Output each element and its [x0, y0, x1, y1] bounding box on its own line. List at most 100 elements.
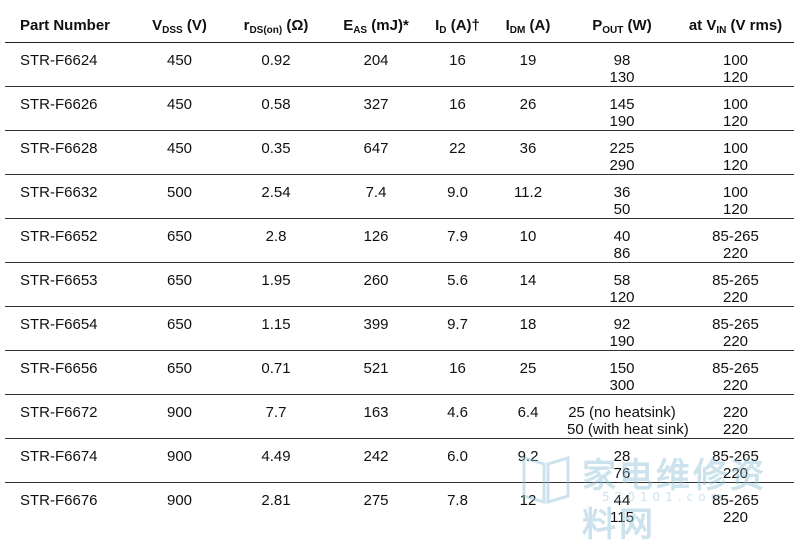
cell-pout: 145 190 — [567, 86, 677, 131]
cell-pout-line: 50 — [613, 201, 631, 218]
cell-eas: 126 — [326, 218, 426, 263]
cell-id: 22 — [426, 130, 489, 175]
table-row: STR-F6652 650 2.8 126 7.9 10 40 86 85-265 220 — [5, 218, 794, 263]
cell-part-number: STR-F6672 — [5, 394, 133, 439]
table-row: STR-F6653 650 1.95 260 5.6 14 58 120 85-265 220 — [5, 262, 794, 307]
cell-eas: 327 — [326, 86, 426, 131]
cell-id: 16 — [426, 86, 489, 131]
cell-pout: 98 130 — [567, 42, 677, 87]
cell-pout: 25 (no heatsink) 50 (with heat sink) — [567, 394, 689, 439]
cell-eas: 7.4 — [326, 174, 426, 219]
cell-vin-line: 100 — [722, 52, 749, 69]
cell-id: 6.0 — [426, 438, 489, 483]
cell-rds-on: 0.92 — [226, 42, 326, 87]
cell-idm: 10 — [489, 218, 567, 263]
cell-rds-on: 0.58 — [226, 86, 326, 131]
cell-vin-line: 120 — [722, 157, 749, 174]
cell-eas: 399 — [326, 306, 426, 351]
cell-part-number: STR-F6656 — [5, 350, 133, 395]
cell-vin-line: 85-265 — [712, 316, 759, 333]
cell-idm: 12 — [519, 492, 537, 509]
cell-pout-line: 150 — [609, 360, 635, 377]
cell-part-number: STR-F6674 — [5, 438, 133, 483]
cell-eas: 647 — [326, 130, 426, 175]
spec-table: Part Number VDSS (V) rDS(on) (Ω) EAS (mJ… — [5, 8, 794, 526]
cell-idm: 6.4 — [489, 394, 567, 439]
cell-pout: 40 86 — [567, 218, 677, 263]
cell-part-number: STR-F6628 — [5, 130, 133, 175]
table-row: STR-F6626 450 0.58 327 16 26 145 190 100 120 — [5, 86, 794, 131]
cell-pout-line: 25 (no heatsink) — [568, 404, 676, 421]
table-row: STR-F6656 650 0.71 521 16 25 150 300 85-265 220 — [5, 350, 794, 395]
header-rds-on: rDS(on) (Ω) — [226, 8, 326, 43]
cell-vdss: 450 — [133, 86, 226, 131]
cell-id: 16 — [426, 42, 489, 87]
cell-vin: 85-265 220 — [677, 262, 794, 307]
cell-pout-line: 145 — [609, 96, 635, 113]
cell-pout-line: 225 — [609, 140, 635, 157]
cell-vdss: 650 — [133, 218, 226, 263]
cell-id: 7.9 — [426, 218, 489, 263]
cell-vin: 85-265 220 — [677, 438, 794, 483]
cell-vin: 85-265 220 — [677, 218, 794, 263]
table-row: STR-F6676 900 2.81 275 7.8 12 44 115 85-265 220 — [5, 483, 794, 526]
cell-eas: 242 — [326, 438, 426, 483]
cell-pout-line: 44 — [613, 492, 631, 509]
cell-pout: 36 50 — [567, 174, 677, 219]
cell-rds-on: 2.54 — [226, 174, 326, 219]
cell-pout-line: 40 — [613, 228, 631, 245]
cell-vin: 85-265 220 — [677, 483, 794, 526]
cell-id: 16 — [426, 350, 489, 395]
cell-vin-line: 100 — [722, 96, 749, 113]
table-row: STR-F6624 450 0.92 204 16 19 98 130 100 120 — [5, 42, 794, 87]
header-vin: at VIN (V rms) — [677, 8, 794, 43]
cell-eas: 260 — [326, 262, 426, 307]
cell-pout: 150 300 — [567, 350, 677, 395]
cell-vdss: 650 — [133, 262, 226, 307]
cell-vin-line: 85-265 — [712, 228, 759, 245]
cell-vdss: 650 — [133, 306, 226, 351]
cell-pout-line: 92 — [613, 316, 631, 333]
table-row: STR-F6628 450 0.35 647 22 36 225 290 100 120 — [5, 130, 794, 175]
cell-part-number: STR-F6624 — [5, 42, 133, 87]
cell-vin-line: 220 — [722, 333, 749, 350]
cell-pout: 44 115 — [567, 483, 677, 526]
cell-part-number: STR-F6654 — [5, 306, 133, 351]
cell-part-number: STR-F6626 — [5, 86, 133, 131]
cell-vdss: 900 — [133, 438, 226, 483]
cell-part-number: STR-F6676 — [20, 492, 98, 509]
table-row: STR-F6674 900 4.49 242 6.0 9.2 28 76 85-265 220 — [5, 438, 794, 483]
cell-vin-line: 85-265 — [712, 272, 759, 289]
cell-vin-line: 120 — [722, 201, 749, 218]
cell-pout-line: 290 — [609, 157, 635, 174]
cell-pout-line: 115 — [610, 509, 634, 526]
table-row: STR-F6672 900 7.7 163 4.6 6.4 25 (no heatsink)… — [5, 394, 794, 439]
cell-idm: 11.2 — [489, 174, 567, 219]
cell-vin: 100 120 — [677, 174, 794, 219]
cell-pout-line: 28 — [613, 448, 631, 465]
cell-rds-on: 1.95 — [226, 262, 326, 307]
cell-pout-line: 190 — [609, 333, 635, 350]
cell-rds-on: 1.15 — [226, 306, 326, 351]
cell-vin: 85-265 220 — [677, 350, 794, 395]
cell-eas: 163 — [326, 394, 426, 439]
cell-rds-on: 2.81 — [261, 492, 291, 509]
cell-id: 7.8 — [447, 492, 468, 509]
cell-eas: 204 — [326, 42, 426, 87]
cell-vin-line: 220 — [722, 404, 749, 421]
cell-vin-line: 220 — [722, 509, 749, 526]
header-id: ID (A)† — [426, 8, 489, 43]
header-idm: IDM (A) — [489, 8, 567, 43]
cell-vin-line: 85-265 — [712, 492, 759, 509]
cell-rds-on: 0.71 — [226, 350, 326, 395]
cell-vin-line: 100 — [722, 140, 749, 157]
cell-pout-line: 130 — [609, 69, 635, 86]
cell-vin: 85-265 220 — [677, 306, 794, 351]
table-row: STR-F6654 650 1.15 399 9.7 18 92 190 85-265 220 — [5, 306, 794, 351]
cell-pout: 92 190 — [567, 306, 677, 351]
cell-rds-on: 7.7 — [226, 394, 326, 439]
cell-idm: 25 — [489, 350, 567, 395]
cell-vin: 100 120 — [677, 130, 794, 175]
cell-part-number: STR-F6652 — [5, 218, 133, 263]
cell-id: 4.6 — [426, 394, 489, 439]
